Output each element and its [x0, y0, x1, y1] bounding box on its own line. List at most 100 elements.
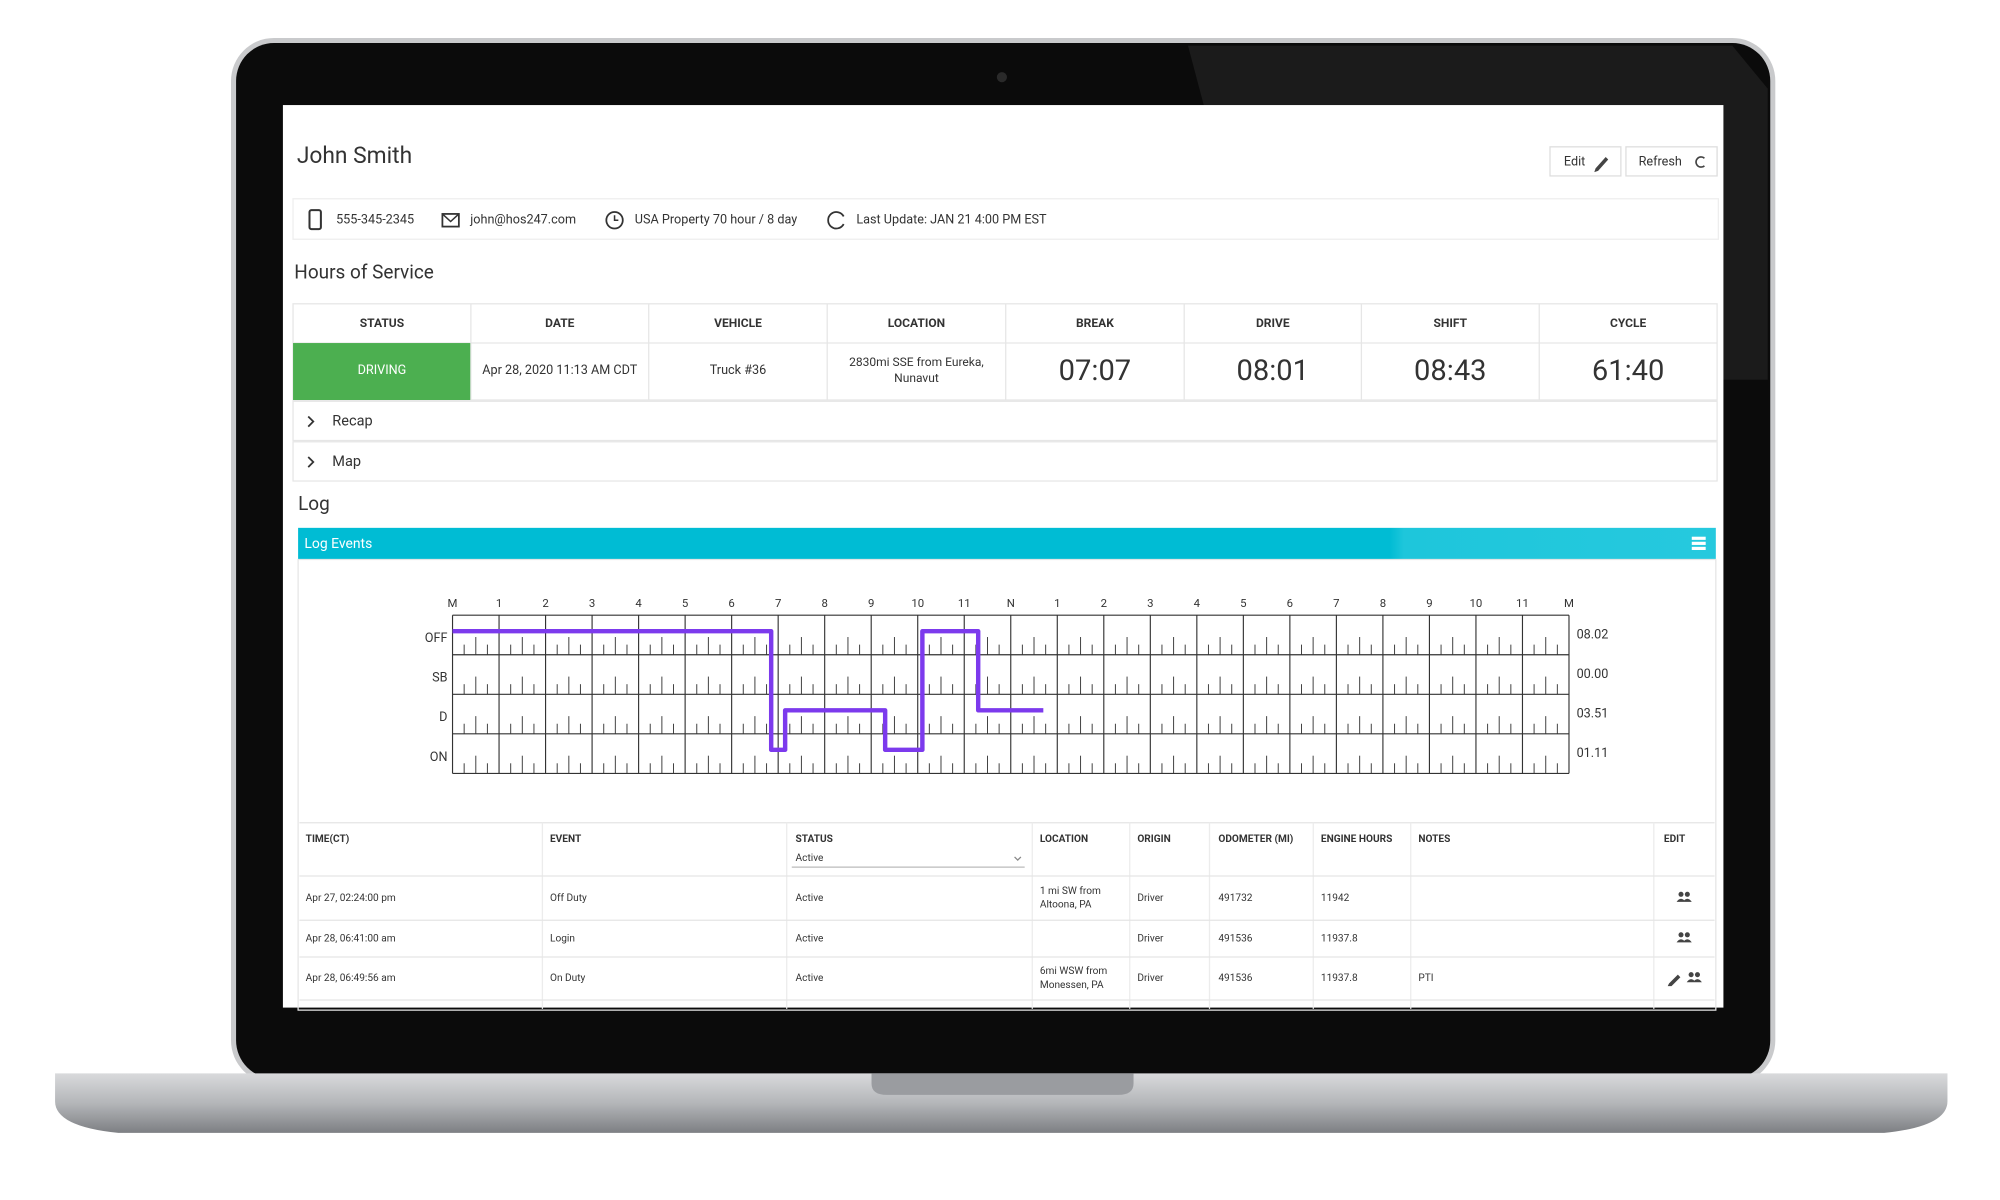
phone-icon	[308, 209, 322, 231]
section-label[interactable]: Recap	[332, 412, 372, 429]
refresh-button-label[interactable]: Refresh	[1639, 154, 1682, 169]
duty-status-line	[452, 628, 1044, 753]
table-cell: On Duty	[550, 973, 586, 984]
status-filter[interactable]: Active	[796, 853, 824, 864]
update-icon	[827, 211, 845, 230]
hour-label: 1	[496, 596, 502, 610]
hour-label: 6	[728, 596, 734, 610]
hos-timer: 07:07	[1059, 354, 1132, 388]
hos-timer: 08:01	[1237, 354, 1310, 388]
table-cell: 11942	[1321, 893, 1350, 904]
email-icon	[441, 213, 460, 228]
status-cell	[293, 343, 471, 400]
hour-label: 7	[775, 596, 781, 610]
people-icon[interactable]	[1676, 939, 1692, 943]
table-cell: 491536	[1218, 973, 1252, 984]
table-cell: 491536	[1218, 933, 1252, 944]
people-icon[interactable]	[1684, 891, 1690, 897]
table-cell: 11937.8	[1321, 973, 1358, 984]
clock-hands	[613, 215, 619, 222]
table-cell: Apr 27, 02:24:00 pm	[306, 893, 396, 904]
table-cell: 1 mi SW from	[1040, 885, 1101, 897]
log-events-title: Log Events	[304, 536, 372, 552]
status-total: 08.02	[1577, 627, 1609, 642]
table-cell: 11937.8	[1321, 933, 1358, 944]
hour-label: 9	[1426, 596, 1432, 610]
hour-label: 4	[635, 596, 642, 610]
table-cell: Apr 28, 06:49:56 am	[306, 973, 396, 984]
pencil-icon	[1594, 156, 1609, 173]
hos-header: BREAK	[1076, 316, 1114, 330]
hour-label: N	[1007, 596, 1015, 610]
hos-header: SHIFT	[1434, 316, 1468, 330]
hour-label: 10	[1470, 596, 1483, 610]
hour-label: 11	[958, 596, 971, 610]
table-cell: Active	[796, 933, 824, 944]
collapsible-row[interactable]	[292, 400, 1718, 442]
hos-value: Apr 28, 2020 11:13 AM CDT	[482, 363, 638, 378]
email-icon-flap	[441, 213, 460, 223]
collapsible-row[interactable]	[292, 441, 1718, 482]
hour-label: 1	[1054, 596, 1060, 610]
refresh-button[interactable]	[1625, 146, 1718, 177]
table-header: ODOMETER (MI)	[1218, 833, 1293, 845]
table-cell: Apr 28, 06:41:00 am	[306, 933, 396, 944]
section-title: Hours of Service	[294, 260, 434, 283]
table-header: NOTES	[1418, 834, 1450, 845]
hour-label: 4	[1194, 596, 1201, 610]
table-view-icon[interactable]	[1691, 536, 1706, 550]
section-label[interactable]: Map	[332, 453, 361, 470]
status-total: 00.00	[1577, 667, 1609, 682]
hos-header: STATUS	[360, 316, 404, 330]
edit-button-label[interactable]: Edit	[1564, 154, 1585, 169]
edit-button[interactable]	[1549, 146, 1622, 177]
people-icon[interactable]	[1684, 932, 1690, 938]
hos-header: CYCLE	[1610, 316, 1646, 330]
email: john@hos247.com	[469, 213, 576, 228]
people-icon[interactable]	[1676, 898, 1692, 902]
table-cell: 491732	[1218, 893, 1252, 904]
hos-value: Truck #36	[710, 363, 766, 378]
hos-timer: 61:40	[1592, 354, 1665, 388]
people-icon[interactable]	[1686, 979, 1702, 983]
log-panel	[297, 558, 1717, 1011]
table-cell: Driver	[1137, 893, 1164, 904]
hos-header: LOCATION	[888, 316, 945, 330]
refresh-icon	[1695, 156, 1705, 168]
last-update: Last Update: JAN 21 4:00 PM EST	[856, 213, 1047, 228]
chevron	[307, 456, 315, 468]
people-icon[interactable]	[1678, 891, 1684, 897]
table-header: EDIT	[1664, 834, 1686, 845]
status-total: 01.11	[1577, 746, 1609, 761]
people-icon[interactable]	[1688, 972, 1694, 978]
hour-label: 3	[589, 596, 595, 610]
base-notch	[871, 1073, 1134, 1095]
hour-label: 8	[821, 596, 827, 610]
hos-timer: 08:43	[1414, 354, 1487, 388]
hos-location: 2830mi SSE from Eureka,	[849, 355, 984, 369]
hour-label: 8	[1380, 596, 1386, 610]
clock-icon	[605, 211, 624, 230]
laptop-base	[55, 1073, 1948, 1133]
hour-label: 5	[1240, 596, 1246, 610]
hour-label: 11	[1516, 596, 1529, 610]
people-icon[interactable]	[1678, 932, 1684, 938]
table-cell: Driver	[1137, 973, 1164, 984]
hour-label: 10	[911, 596, 924, 610]
table-header: LOCATION	[1040, 834, 1088, 845]
hos-header: DRIVE	[1256, 316, 1290, 330]
hour-label: 6	[1287, 596, 1293, 610]
people-icon[interactable]	[1694, 972, 1700, 978]
ruleset: USA Property 70 hour / 8 day	[635, 213, 797, 228]
hour-label: 9	[868, 596, 874, 610]
status-label: SB	[432, 671, 448, 686]
driver-name: John Smith	[297, 142, 412, 169]
edit-icon[interactable]	[1667, 974, 1681, 987]
table-header: ENGINE HOURS	[1321, 834, 1392, 845]
table-cell: Driver	[1137, 933, 1164, 944]
chevron	[307, 415, 315, 428]
table-cell: Monessen, PA	[1040, 980, 1104, 991]
hour-label: 5	[682, 596, 688, 610]
